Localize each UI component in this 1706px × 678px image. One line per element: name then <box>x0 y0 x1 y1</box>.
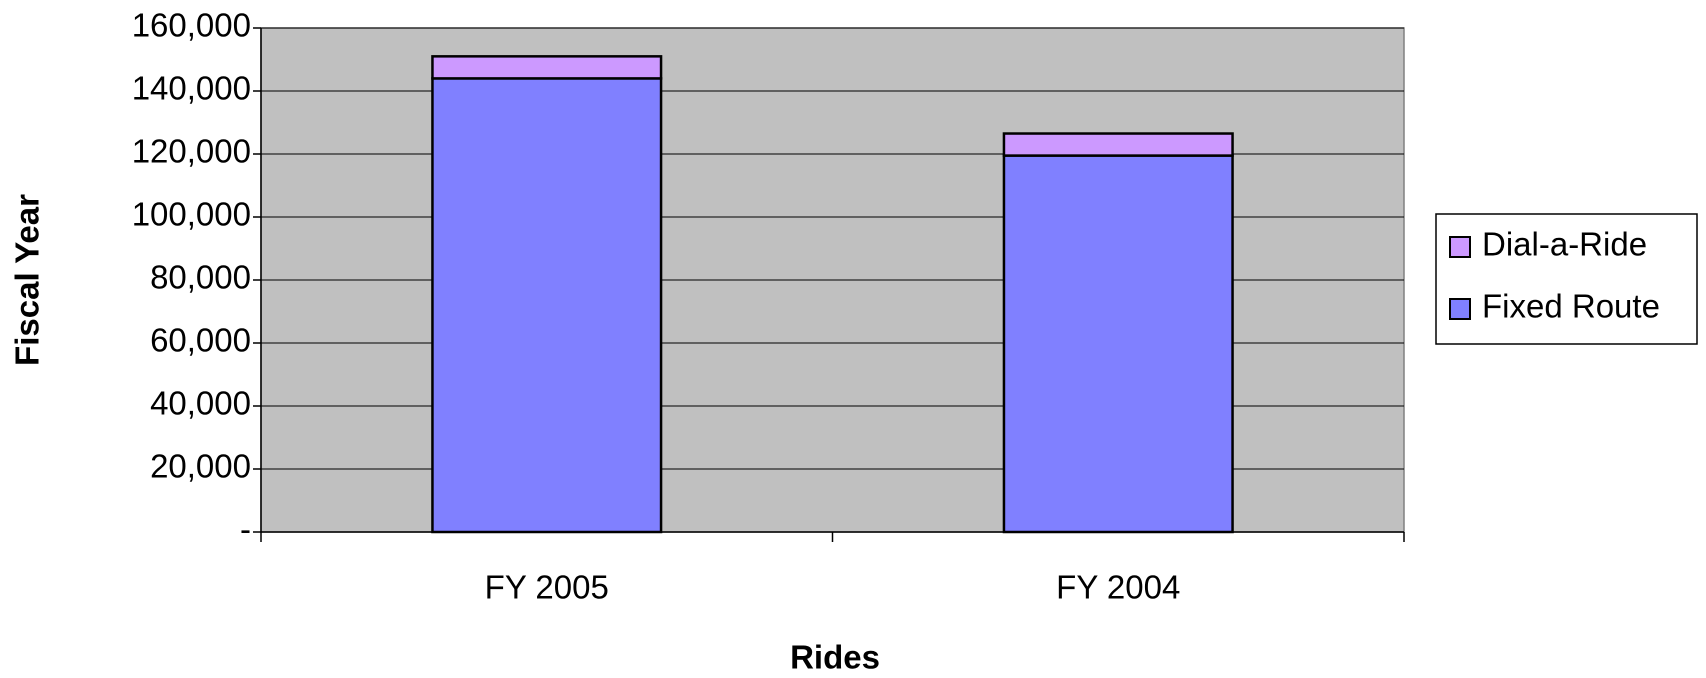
x-axis-title: Rides <box>790 639 880 676</box>
y-tick-label: - <box>240 511 251 548</box>
x-tick-label: FY 2004 <box>1056 569 1180 606</box>
legend-swatch <box>1449 298 1471 320</box>
y-tick-label: 120,000 <box>132 133 251 170</box>
y-tick-label: 100,000 <box>132 196 251 233</box>
bar-segment <box>431 77 663 534</box>
bar-segment <box>1002 154 1234 534</box>
bar-segment <box>1002 132 1234 157</box>
y-tick-label: 80,000 <box>150 259 251 296</box>
legend-box <box>1435 213 1698 345</box>
bar-segment <box>431 55 663 80</box>
y-tick-label: 140,000 <box>132 70 251 107</box>
y-axis-title: Fiscal Year <box>9 194 46 366</box>
x-tick-label: FY 2005 <box>485 569 609 606</box>
y-tick-label: 40,000 <box>150 385 251 422</box>
legend-label: Fixed Route <box>1482 288 1660 325</box>
y-tick-label: 20,000 <box>150 448 251 485</box>
y-tick-label: 160,000 <box>132 7 251 44</box>
legend-label: Dial-a-Ride <box>1482 226 1647 263</box>
legend-swatch <box>1449 236 1471 258</box>
y-tick-label: 60,000 <box>150 322 251 359</box>
